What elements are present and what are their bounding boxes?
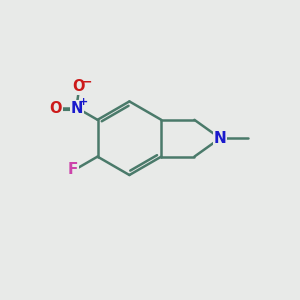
Text: N: N	[71, 100, 83, 116]
Text: −: −	[82, 75, 92, 88]
Text: F: F	[68, 162, 78, 177]
Text: +: +	[78, 97, 88, 106]
Text: O: O	[72, 79, 85, 94]
Text: O: O	[50, 100, 62, 116]
Text: N: N	[214, 131, 226, 146]
